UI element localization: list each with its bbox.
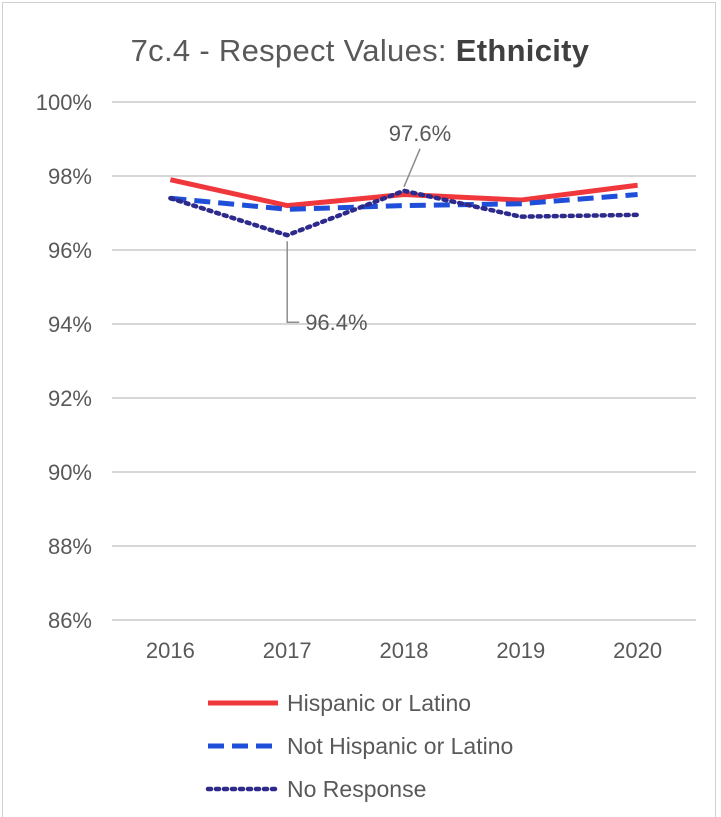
data-label: 96.4% <box>305 310 367 335</box>
title-prefix: 7c.4 - Respect Values: <box>130 33 456 68</box>
title-bold: Ethnicity <box>455 33 590 68</box>
y-tick-label: 88% <box>48 534 92 559</box>
legend-label: No Response <box>287 776 426 802</box>
chart-title: 7c.4 - Respect Values: Ethnicity <box>3 33 717 69</box>
x-tick-label: 2019 <box>496 638 545 663</box>
y-tick-label: 96% <box>48 238 92 263</box>
x-tick-label: 2017 <box>263 638 312 663</box>
y-tick-label: 92% <box>48 386 92 411</box>
y-tick-label: 100% <box>36 90 92 115</box>
series-line-2 <box>170 192 638 212</box>
annotation-leader <box>403 148 421 188</box>
y-tick-label: 94% <box>48 312 92 337</box>
y-tick-label: 86% <box>48 608 92 633</box>
x-tick-label: 2018 <box>380 638 429 663</box>
data-label: 97.6% <box>389 121 451 146</box>
x-tick-label: 2020 <box>613 638 662 663</box>
x-tick-label: 2016 <box>146 638 195 663</box>
annotation-leader <box>286 241 300 323</box>
y-tick-label: 90% <box>48 460 92 485</box>
legend-label: Hispanic or Latino <box>287 690 471 716</box>
y-tick-label: 98% <box>48 164 92 189</box>
legend-label: Not Hispanic or Latino <box>287 733 513 759</box>
